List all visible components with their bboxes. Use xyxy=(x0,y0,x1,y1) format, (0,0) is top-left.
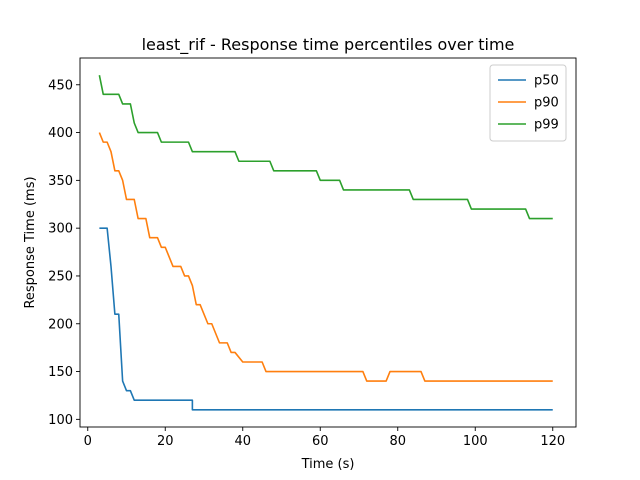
legend: p50 p90 p99 xyxy=(489,64,567,142)
y-tick-label: 350 xyxy=(48,174,73,189)
y-tick-label: 150 xyxy=(48,365,73,380)
y-tick-label: 200 xyxy=(48,317,73,332)
plot-frame xyxy=(79,57,577,428)
series-line-p90 xyxy=(98,132,553,382)
y-tick-label: 300 xyxy=(48,222,73,237)
series-line-p50 xyxy=(99,227,553,411)
y-axis-label: Response Time (ms) xyxy=(23,176,38,308)
legend-label-p99: p99 xyxy=(534,118,559,133)
legend-label-p50: p50 xyxy=(534,74,559,89)
x-tick-label: 0 xyxy=(84,434,92,449)
axes-layer: 0 20 40 60 80 100 120 100 150 200 250 300 350 400 450 xyxy=(48,57,577,449)
chart-title: least_rif - Response time percentiles ov… xyxy=(142,35,515,55)
legend-label-p90: p90 xyxy=(534,96,559,111)
x-tick-label: 80 xyxy=(389,434,406,449)
x-tick-label: 40 xyxy=(234,434,251,449)
y-tick-label: 250 xyxy=(48,269,73,284)
y-tick-label: 450 xyxy=(48,78,73,93)
y-tick-label: 400 xyxy=(48,126,73,141)
series-line-p99 xyxy=(98,75,553,220)
x-tick-label: 100 xyxy=(463,434,488,449)
series-layer xyxy=(98,75,553,411)
x-tick-label: 120 xyxy=(540,434,565,449)
legend-box xyxy=(489,64,567,142)
y-tick-label: 100 xyxy=(48,413,73,428)
x-axis-label: Time (s) xyxy=(301,457,355,472)
x-tick-label: 60 xyxy=(312,434,329,449)
x-tick-label: 20 xyxy=(157,434,174,449)
